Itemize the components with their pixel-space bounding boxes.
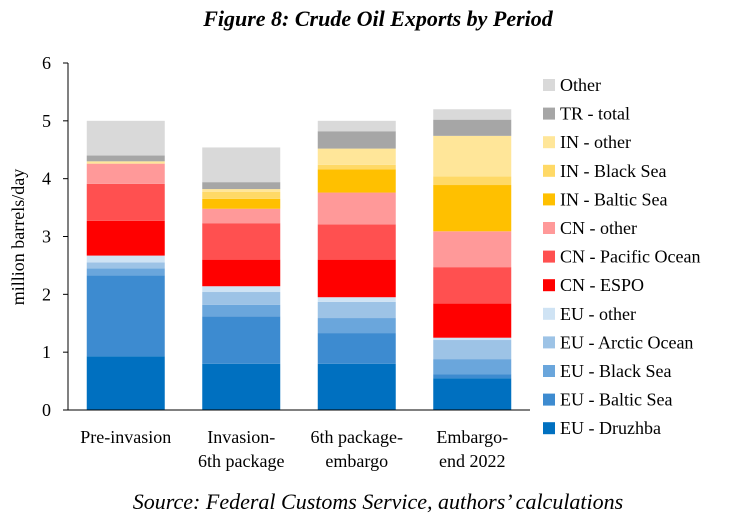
bars: [86, 109, 512, 410]
legend-swatch: [543, 422, 555, 435]
bar-segment: [202, 208, 281, 224]
legend-swatch: [543, 136, 555, 149]
bar-segment: [202, 316, 281, 364]
bar-segment: [317, 259, 396, 298]
bar-segment: [317, 224, 396, 260]
bar-segment: [202, 182, 281, 190]
x-tick-label: end 2022: [439, 451, 506, 471]
legend-swatch: [543, 307, 555, 320]
bar-segment: [433, 231, 512, 268]
bar-segment: [317, 297, 396, 302]
bar-segment: [433, 119, 512, 136]
bar-segment: [86, 262, 165, 269]
bar-segment: [433, 359, 512, 375]
bar-segment: [317, 164, 396, 170]
x-tick-label: Pre-invasion: [80, 427, 171, 447]
legend-swatch: [543, 193, 555, 206]
bar-segment: [317, 318, 396, 334]
bar-segment: [202, 363, 281, 410]
y-tick-label: 2: [42, 284, 51, 304]
bar-segment: [317, 301, 396, 319]
bar-segment: [317, 131, 396, 149]
bar-segment: [433, 109, 512, 120]
legend-label: IN - Black Sea: [560, 161, 666, 181]
y-tick-label: 5: [42, 111, 51, 131]
y-axis: 0 1 2 3 4 5 6: [42, 53, 69, 420]
bar-segment: [202, 292, 281, 305]
legend-label: EU - Black Sea: [560, 361, 671, 381]
bar-segment: [433, 374, 512, 379]
bar-segment: [202, 189, 281, 192]
legend-label: EU - other: [560, 304, 636, 324]
bar-segment: [86, 161, 165, 164]
bar-segment: [317, 148, 396, 165]
bar-segment: [433, 135, 512, 177]
y-axis-label: million barrels/day: [8, 169, 28, 305]
bar-segment: [202, 223, 281, 260]
bar-segment: [433, 267, 512, 304]
legend-label: EU - Baltic Sea: [560, 390, 672, 410]
legend-label: EU - Druzhba: [560, 418, 661, 438]
bar-segment: [86, 275, 165, 357]
bar-segment: [317, 333, 396, 364]
bar-segment: [86, 220, 165, 256]
bar-segment: [317, 363, 396, 410]
bar-segment: [202, 147, 281, 183]
legend: Other TR - total IN - other IN - Black Sea I…: [543, 75, 700, 438]
bar-segment: [86, 163, 165, 184]
bar-segment: [317, 120, 396, 132]
legend-label: CN - other: [560, 218, 637, 238]
y-tick-label: 1: [42, 342, 51, 362]
x-tick-label: 6th package-: [311, 427, 403, 447]
bar-segment: [202, 304, 281, 317]
legend-label: CN - Pacific Ocean: [560, 247, 700, 267]
bar-segment: [86, 255, 165, 263]
x-axis: Pre-invasion Invasion- 6th package 6th pack…: [68, 409, 530, 471]
legend-swatch: [543, 164, 555, 177]
legend-swatch: [543, 222, 555, 234]
x-tick-label: embargo: [325, 451, 388, 471]
legend-swatch: [543, 365, 555, 377]
legend-label: Other: [560, 75, 601, 95]
bar-segment: [86, 183, 165, 221]
chart-source: Source: Federal Customs Service, authors…: [132, 489, 624, 514]
bar-segment: [317, 169, 396, 193]
bar-segment: [433, 337, 512, 341]
bar-segment: [433, 185, 512, 232]
y-tick-label: 3: [42, 227, 51, 247]
legend-label: IN - Baltic Sea: [560, 189, 667, 209]
bar-segment: [86, 268, 165, 276]
y-tick-label: 4: [42, 169, 51, 189]
x-tick-label: Invasion-: [207, 427, 275, 447]
legend-label: TR - total: [560, 104, 630, 124]
bar-segment: [86, 356, 165, 410]
bar-segment: [433, 340, 512, 360]
y-tick-label: 6: [42, 53, 51, 73]
y-tick-label: 0: [42, 400, 51, 420]
legend-swatch: [543, 107, 555, 120]
legend-label: CN - ESPO: [560, 275, 644, 295]
legend-swatch: [543, 250, 555, 263]
x-tick-label: Embargo-: [436, 427, 508, 447]
legend-swatch: [543, 336, 555, 349]
x-tick-label: 6th package: [198, 451, 284, 471]
bar-segment: [317, 192, 396, 225]
bar-segment: [433, 303, 512, 338]
bar-segment: [433, 176, 512, 186]
bar-segment: [202, 198, 281, 209]
legend-label: IN - other: [560, 132, 631, 152]
bar-segment: [86, 155, 165, 162]
bar-segment: [202, 191, 281, 199]
bar-segment: [202, 286, 281, 293]
legend-swatch: [543, 393, 555, 406]
bar-segment: [433, 378, 512, 410]
legend-label: EU - Arctic Ocean: [560, 332, 693, 352]
legend-swatch: [543, 79, 555, 91]
chart-title: Figure 8: Crude Oil Exports by Period: [203, 6, 553, 31]
bar-segment: [86, 120, 165, 156]
bar-segment: [202, 259, 281, 287]
legend-swatch: [543, 279, 555, 292]
